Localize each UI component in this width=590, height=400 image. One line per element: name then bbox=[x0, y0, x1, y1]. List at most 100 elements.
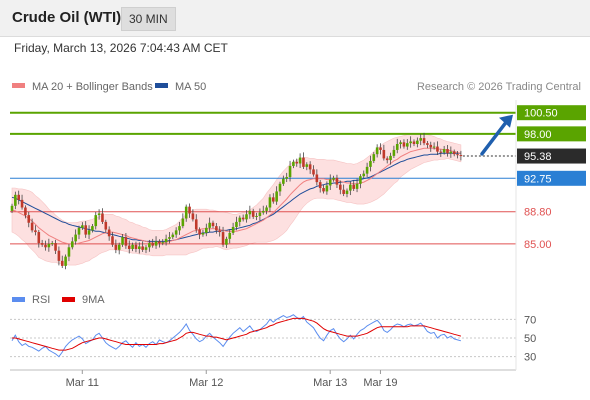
level-tag bbox=[517, 105, 586, 121]
rsi-legend-label: RSI bbox=[32, 294, 50, 306]
candle-body bbox=[369, 160, 372, 167]
candle-body bbox=[37, 232, 41, 244]
candle-body bbox=[194, 219, 198, 230]
candle-body bbox=[74, 234, 77, 242]
chart-header: Crude Oil (WTI) 30 MIN bbox=[0, 0, 590, 37]
candle-body bbox=[365, 166, 369, 174]
candle-body bbox=[67, 247, 71, 257]
candle-body bbox=[138, 246, 141, 249]
candle-body bbox=[342, 189, 345, 194]
x-tick-label: Mar 12 bbox=[189, 377, 223, 389]
level-tag bbox=[517, 126, 586, 142]
candle-body bbox=[245, 214, 248, 220]
candle-body bbox=[225, 238, 228, 245]
rsi-legend-swatch bbox=[62, 297, 75, 302]
candle-body bbox=[335, 177, 339, 185]
candle-body bbox=[265, 207, 268, 211]
candle-body bbox=[339, 184, 342, 190]
candle-body bbox=[14, 194, 17, 206]
candle-body bbox=[208, 222, 211, 228]
candle-body bbox=[191, 213, 195, 220]
candle-body bbox=[27, 215, 31, 223]
candle-body bbox=[164, 238, 168, 243]
candle-body bbox=[312, 169, 315, 175]
candle-body bbox=[218, 230, 221, 233]
candle-body bbox=[44, 244, 47, 248]
rsi-tick-label: 70 bbox=[524, 314, 536, 326]
candle-body bbox=[10, 205, 14, 211]
candle-body bbox=[211, 222, 215, 227]
candle-body bbox=[288, 166, 292, 178]
candle-body bbox=[231, 226, 235, 233]
candle-body bbox=[168, 237, 171, 239]
candle-body bbox=[385, 158, 389, 161]
candle-body bbox=[416, 140, 419, 145]
rsi-tick-label: 30 bbox=[524, 352, 536, 364]
candle-body bbox=[395, 144, 399, 150]
candle-body bbox=[181, 218, 185, 227]
candle-body bbox=[154, 241, 158, 246]
candle-body bbox=[275, 191, 278, 202]
rsi-legend-swatch bbox=[12, 297, 25, 302]
candle-body bbox=[285, 177, 288, 179]
candle-body bbox=[34, 230, 37, 233]
candle-body bbox=[104, 221, 108, 230]
candle-body bbox=[127, 245, 131, 249]
candle-body bbox=[81, 225, 84, 228]
candle-body bbox=[235, 221, 238, 227]
candle-body bbox=[359, 176, 362, 184]
candle-body bbox=[201, 232, 205, 235]
candle-body bbox=[54, 243, 57, 251]
candle-body bbox=[328, 179, 332, 186]
candle-body bbox=[205, 227, 208, 233]
candle-body bbox=[141, 246, 144, 250]
candle-body bbox=[432, 146, 436, 148]
candle-body bbox=[322, 188, 325, 192]
candle-body bbox=[298, 157, 302, 164]
candle-body bbox=[221, 232, 225, 245]
candle-body bbox=[308, 164, 312, 170]
candle-body bbox=[47, 243, 51, 248]
candle-body bbox=[238, 217, 242, 222]
candle-body bbox=[426, 143, 429, 145]
candle-body bbox=[251, 210, 255, 217]
candle-body bbox=[446, 149, 449, 154]
candle-body bbox=[402, 142, 406, 147]
legend-label: MA 20 + Bollinger Bands bbox=[32, 81, 153, 93]
candle-body bbox=[188, 206, 191, 214]
level-label: 92.75 bbox=[524, 173, 552, 185]
candle-body bbox=[228, 232, 232, 239]
candle-body bbox=[272, 197, 275, 202]
candle-body bbox=[258, 212, 262, 216]
candle-body bbox=[178, 226, 181, 231]
level-label: 88.80 bbox=[524, 207, 552, 219]
candle-body bbox=[278, 183, 282, 192]
x-tick-label: Mar 11 bbox=[66, 377, 99, 389]
candle-body bbox=[121, 237, 124, 245]
candle-body bbox=[325, 185, 329, 192]
level-tag bbox=[517, 170, 586, 186]
timestamp: Friday, March 13, 2026 7:04:43 AM CET bbox=[14, 41, 228, 55]
candle-body bbox=[436, 146, 439, 152]
candle-body bbox=[171, 234, 175, 238]
level-label: 100.50 bbox=[524, 108, 558, 120]
candle-body bbox=[17, 194, 20, 200]
candle-body bbox=[349, 184, 352, 191]
candle-body bbox=[352, 184, 355, 189]
candle-body bbox=[114, 244, 118, 250]
candle-body bbox=[439, 151, 443, 153]
legend-label: MA 50 bbox=[175, 81, 206, 93]
candle-body bbox=[362, 173, 366, 177]
candle-body bbox=[315, 174, 319, 183]
candle-body bbox=[419, 138, 422, 141]
projection-arrowhead bbox=[499, 114, 513, 128]
candle-body bbox=[399, 142, 402, 145]
candle-body bbox=[161, 242, 165, 244]
candle-body bbox=[24, 207, 27, 216]
candle-body bbox=[124, 237, 128, 246]
interval-badge[interactable]: 30 MIN bbox=[121, 7, 176, 31]
candle-body bbox=[101, 213, 104, 222]
ma20-line bbox=[11, 147, 462, 245]
candle-body bbox=[134, 244, 138, 249]
candle-body bbox=[379, 147, 382, 150]
